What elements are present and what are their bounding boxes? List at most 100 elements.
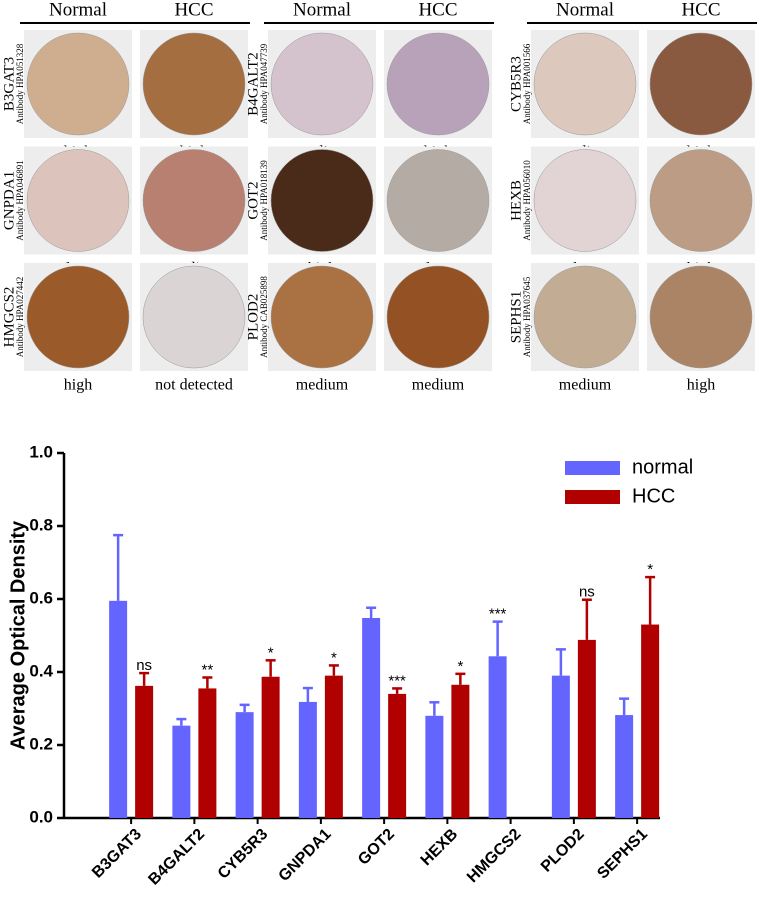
x-tick-label: GNPDA1 [276, 826, 335, 885]
antibody-id: Antibody HPA046891 [15, 160, 25, 240]
tissue-core [649, 265, 753, 369]
error-bar [555, 648, 566, 676]
error-bar [202, 676, 213, 689]
y-tick-label: 0.4 [29, 661, 53, 680]
tissue-core [270, 265, 374, 369]
tissue-core [533, 32, 637, 136]
significance: * [457, 658, 463, 675]
bar [109, 600, 128, 818]
y-tick-label: 1.0 [29, 442, 53, 461]
antibody-id: Antibody HPA018139 [259, 160, 269, 241]
error-bar [619, 697, 630, 716]
antibody-id: Antibody HPA056010 [522, 160, 532, 241]
y-tick-label: 0.6 [29, 588, 53, 607]
gene-name: CYB5R3 [508, 56, 524, 112]
error-bar [429, 701, 440, 716]
bar [135, 685, 154, 818]
bar [425, 715, 444, 818]
bar [551, 675, 570, 818]
significance: * [647, 561, 653, 578]
legend-label: HCC [632, 485, 675, 507]
tissue-core [386, 149, 490, 252]
bar [298, 701, 317, 818]
significance: * [268, 644, 274, 661]
antibody-id: Antibody HPA047739 [259, 43, 269, 124]
tissue-core [649, 149, 753, 252]
column-header: HCC [418, 0, 457, 20]
x-tick-label: GOT2 [355, 826, 398, 869]
antibody-id: Antibody HPA051328 [15, 43, 25, 124]
gene-name: GOT2 [245, 181, 261, 219]
significance: ** [202, 661, 214, 678]
bar [362, 617, 381, 818]
x-tick-label: SEPHS1 [594, 826, 651, 883]
error-bar [113, 533, 124, 601]
significance: * [331, 649, 337, 666]
bar [488, 656, 507, 818]
significance: *** [388, 672, 406, 689]
column-header: HCC [174, 0, 213, 20]
tissue-core [26, 265, 130, 369]
bar [577, 639, 596, 818]
bar [451, 684, 470, 818]
tissue-core [26, 149, 130, 252]
bar [172, 725, 191, 818]
tissue-core [533, 149, 637, 252]
error-bar [176, 717, 187, 726]
gene-name: B4GALT2 [245, 52, 261, 116]
error-bar [239, 703, 250, 713]
tissue-core [649, 32, 753, 136]
column-header: Normal [293, 0, 351, 20]
tissue-core [270, 149, 374, 252]
gene-name: GNPDA1 [1, 171, 17, 230]
antibody-id: Antibody HPA037645 [522, 276, 532, 357]
error-bar [302, 686, 313, 702]
x-tick-label: B3GAT3 [89, 826, 145, 882]
bar [261, 676, 280, 818]
error-bar [492, 620, 503, 657]
column-header: Normal [49, 0, 107, 20]
error-bar [581, 598, 592, 640]
error-bar [392, 687, 403, 694]
error-bar [366, 606, 377, 618]
staining-level: medium [296, 377, 349, 394]
column-header: HCC [681, 0, 720, 20]
y-tick-label: 0.0 [29, 807, 53, 826]
y-tick-label: 0.8 [29, 515, 53, 534]
x-tick-label: HMGCS2 [464, 826, 525, 887]
legend-label: normal [632, 456, 693, 478]
antibody-id: Antibody HPA027442 [15, 277, 25, 357]
y-tick-label: 0.2 [29, 734, 53, 753]
staining-level: high [64, 377, 92, 394]
x-tick-label: PLOD2 [538, 826, 588, 876]
significance: *** [489, 606, 507, 623]
staining-level: medium [559, 377, 612, 394]
error-bar [265, 659, 276, 677]
legend-swatch [565, 461, 620, 475]
x-tick-label: CYB5R3 [215, 826, 272, 883]
significance: ns [136, 657, 152, 674]
error-bar [645, 575, 656, 625]
tissue-core [142, 32, 246, 136]
tissue-core [533, 265, 637, 369]
significance: ns [579, 584, 595, 601]
antibody-id: Antibody HPA001566 [522, 43, 532, 124]
tissue-core [270, 32, 374, 136]
bar [388, 693, 407, 818]
error-bar [455, 672, 466, 685]
x-tick-label: B4GALT2 [145, 826, 208, 889]
error-bar [328, 664, 339, 676]
bar [641, 624, 660, 818]
x-tick-label: HEXB [418, 826, 461, 869]
gene-name: HMGCS2 [1, 287, 17, 348]
bar [324, 675, 343, 818]
y-axis-label: Average Optical Density [7, 520, 29, 750]
bar [198, 688, 217, 818]
gene-name: HEXB [508, 180, 524, 221]
gene-name: PLOD2 [245, 294, 261, 341]
staining-level: not detected [155, 377, 233, 394]
tissue-core [142, 149, 246, 252]
legend-swatch [565, 490, 620, 504]
bar [615, 715, 634, 818]
